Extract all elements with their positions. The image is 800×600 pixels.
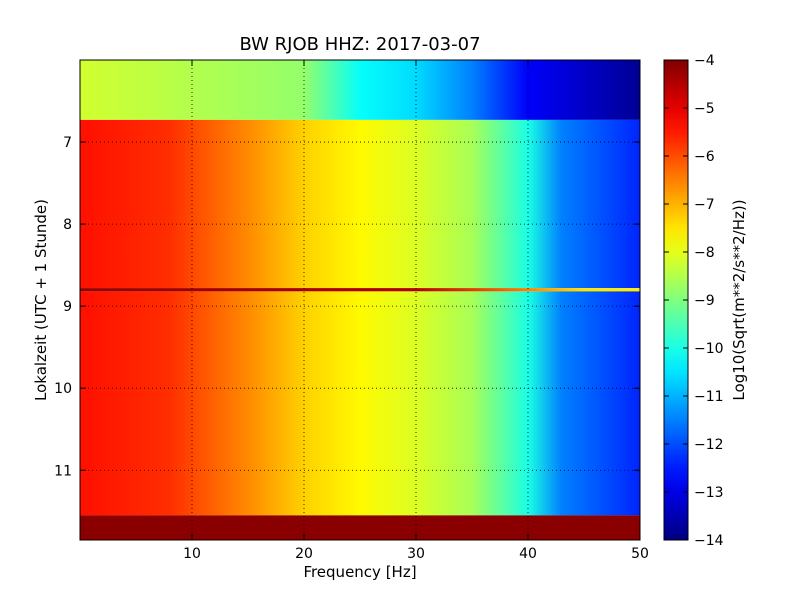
heatmap-band [80, 60, 640, 120]
heatmap-band [80, 515, 640, 540]
y-axis: 7 8 9 10 11 [54, 135, 640, 479]
colorbar-tick-label: −7 [694, 197, 715, 213]
x-axis-label: Frequency [Hz] [303, 563, 416, 581]
heatmap-band [80, 119, 640, 289]
colorbar-label: Log10(Sqrt(m**2/s**2/Hz)) [730, 199, 748, 400]
colorbar-tick-label: −9 [694, 293, 715, 309]
y-tick-label: 7 [63, 135, 72, 151]
y-axis-label: Lokalzeit (UTC + 1 Stunde) [32, 199, 50, 401]
heatmap-band [80, 291, 640, 516]
colorbar: −4 −5 −6 −7 −8 −9 −10 −11 −12 −13 −14 [663, 53, 724, 549]
x-tick-label: 10 [183, 546, 201, 562]
y-tick-label: 9 [63, 299, 72, 315]
colorbar-ticks: −4 −5 −6 −7 −8 −9 −10 −11 −12 −13 −14 [664, 53, 724, 549]
colorbar-tick-label: −14 [694, 533, 724, 549]
y-tick-label: 10 [54, 381, 72, 397]
x-tick-label: 40 [519, 546, 537, 562]
colorbar-tick-label: −8 [694, 245, 715, 261]
x-tick-label: 30 [407, 546, 425, 562]
y-tick-label: 8 [63, 217, 72, 233]
plot-area: 10 20 30 40 50 7 8 9 10 11 [54, 59, 649, 562]
chart-title: BW RJOB HHZ: 2017-03-07 [239, 34, 480, 55]
x-tick-label: 50 [631, 546, 649, 562]
x-axis: 10 20 30 40 50 [183, 60, 649, 562]
colorbar-tick-label: −5 [694, 101, 715, 117]
plot-frame [79, 59, 641, 541]
heatmap-cells [80, 60, 640, 540]
colorbar-tick-label: −6 [694, 149, 715, 165]
heatmap-band [80, 288, 640, 292]
colorbar-tick-label: −11 [694, 389, 724, 405]
colorbar-tick-label: −4 [694, 53, 715, 69]
x-tick-label: 20 [295, 546, 313, 562]
colorbar-tick-label: −12 [694, 437, 724, 453]
colorbar-tick-label: −10 [694, 341, 724, 357]
y-tick-label: 11 [54, 463, 72, 479]
colorbar-tick-label: −13 [694, 485, 724, 501]
